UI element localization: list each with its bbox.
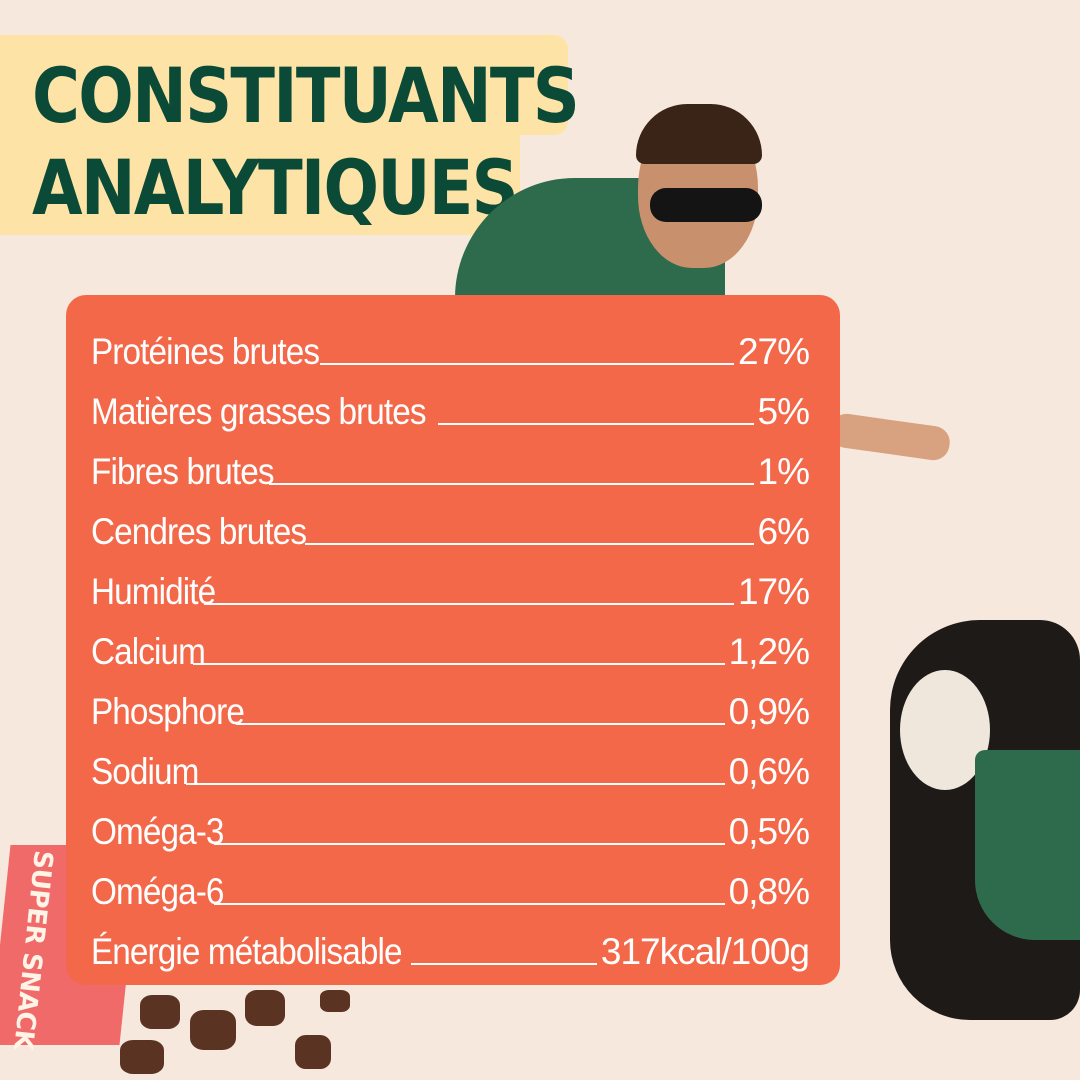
nutrient-value: 1,2% <box>728 631 810 672</box>
leader-line <box>319 363 734 365</box>
nutrient-label: Fibres brutes <box>91 451 275 492</box>
mask-image <box>650 188 762 222</box>
leader-line <box>204 603 734 605</box>
nutrient-value: 0,6% <box>728 751 810 792</box>
kibble-image <box>190 1010 236 1050</box>
nutrient-value: 0,9% <box>728 691 810 732</box>
dog-cape-image <box>975 750 1080 940</box>
nutrition-row: Oméga-6 0,8% <box>91 853 810 913</box>
leader-line <box>411 963 597 965</box>
nutrient-value: 5% <box>757 391 810 432</box>
nutrient-value: 0,8% <box>728 871 810 912</box>
nutrient-label: Cendres brutes <box>91 511 307 552</box>
leader-line <box>438 423 754 425</box>
nutrient-value: 317kcal/100g <box>600 931 810 972</box>
nutrition-row: Humidité 17% <box>91 553 810 613</box>
leader-line <box>305 543 754 545</box>
nutrient-label: Matières grasses brutes <box>91 391 427 432</box>
kibble-image <box>245 990 285 1026</box>
nutrient-label: Sodium <box>91 751 199 792</box>
nutrition-row: Phosphore 0,9% <box>91 673 810 733</box>
title-background <box>0 130 520 235</box>
nutrient-label: Oméga-3 <box>91 811 224 852</box>
nutrient-value: 0,5% <box>728 811 810 852</box>
nutrition-row: Fibres brutes 1% <box>91 433 810 493</box>
nutrition-row: Oméga-3 0,5% <box>91 793 810 853</box>
title-line-2: ANALYTIQUES <box>32 143 519 232</box>
man-arm-image <box>828 411 952 463</box>
nutrient-value: 27% <box>737 331 810 372</box>
nutrition-list: Protéines brutes 27% Matières grasses brut… <box>91 313 810 973</box>
nutrient-value: 6% <box>757 511 810 552</box>
nutrient-value: 1% <box>757 451 810 492</box>
leader-line <box>192 663 725 665</box>
kibble-image <box>140 995 180 1029</box>
nutrient-label: Énergie métabolisable <box>91 931 403 972</box>
nutrition-row: Calcium 1,2% <box>91 613 810 673</box>
kibble-image <box>120 1040 164 1074</box>
nutrition-row: Énergie métabolisable 317kcal/100g <box>91 913 810 973</box>
nutrient-label: Oméga-6 <box>91 871 224 912</box>
nutrient-label: Phosphore <box>91 691 245 732</box>
nutrient-value: 17% <box>737 571 810 612</box>
man-hair <box>636 104 762 164</box>
leader-line <box>213 843 725 845</box>
nutrition-row: Protéines brutes 27% <box>91 313 810 373</box>
kibble-image <box>320 990 350 1012</box>
nutrition-row: Matières grasses brutes 5% <box>91 373 810 433</box>
kibble-image <box>295 1035 331 1069</box>
leader-line <box>269 483 754 485</box>
nutrient-label: Humidité <box>91 571 216 612</box>
nutrient-label: Protéines brutes <box>91 331 320 372</box>
nutrient-label: Calcium <box>91 631 206 672</box>
leader-line <box>213 903 725 905</box>
leader-line <box>236 723 725 725</box>
title-line-1: CONSTITUANTS <box>32 51 580 140</box>
nutrition-row: Cendres brutes 6% <box>91 493 810 553</box>
title-background <box>0 35 568 135</box>
nutrition-row: Sodium 0,6% <box>91 733 810 793</box>
leader-line <box>185 783 725 785</box>
page-title: CONSTITUANTS ANALYTIQUES <box>32 50 580 234</box>
nutrition-panel: Protéines brutes 27% Matières grasses brut… <box>66 295 840 985</box>
